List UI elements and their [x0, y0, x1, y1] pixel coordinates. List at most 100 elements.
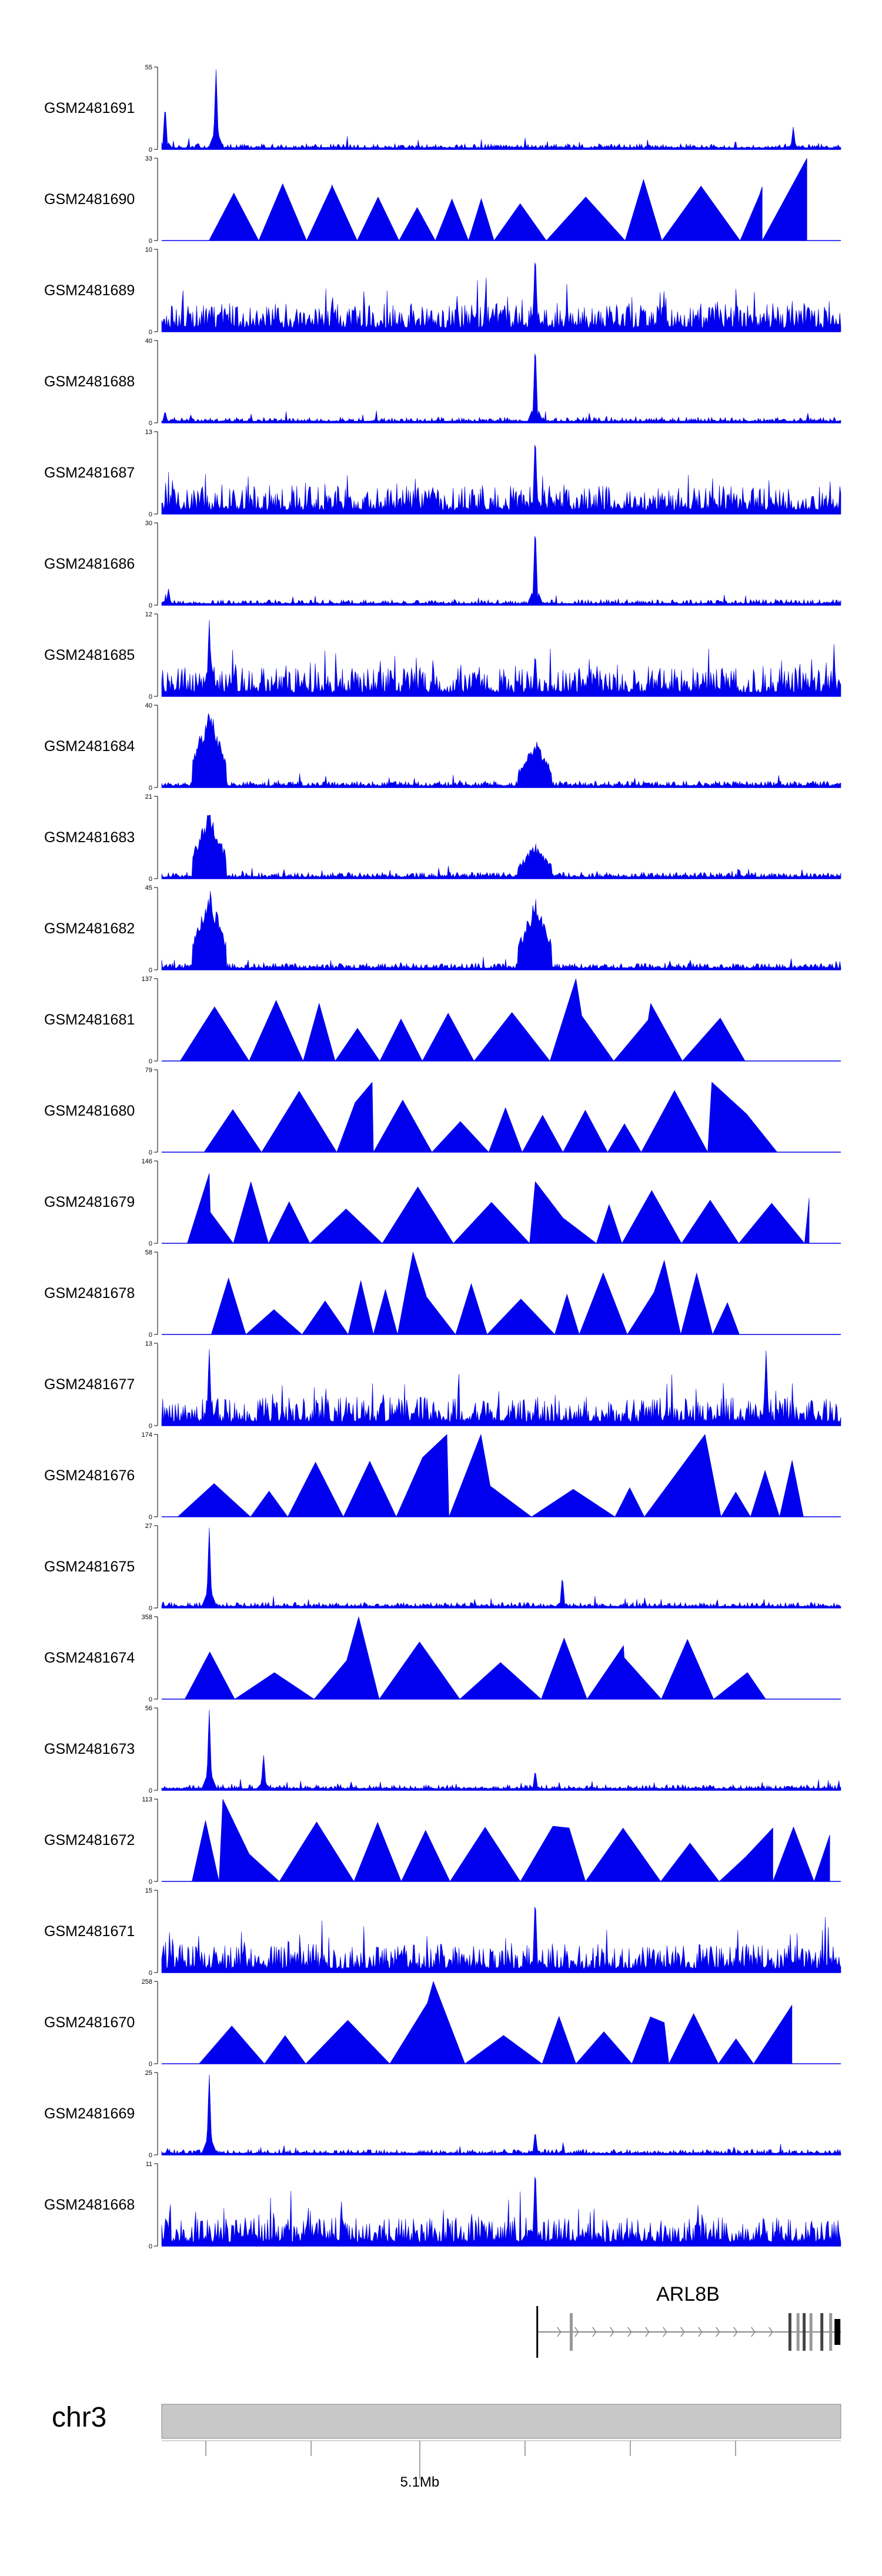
- track-GSM2481680: GSM2481680 79 0: [44, 1067, 841, 1156]
- track-label: GSM2481682: [44, 920, 135, 937]
- coverage-area: [161, 353, 841, 423]
- track-label: GSM2481674: [44, 1650, 135, 1666]
- track-label: GSM2481689: [44, 282, 135, 299]
- y-axis-zero-label: 0: [149, 693, 152, 700]
- y-axis-zero-label: 0: [149, 1970, 152, 1977]
- y-axis-max-label: 13: [145, 429, 152, 436]
- gene-exon: [820, 2313, 824, 2351]
- track-GSM2481679: GSM2481679 146 0: [44, 1158, 841, 1247]
- coverage-area: [161, 1527, 841, 1609]
- y-axis-zero-label: 0: [149, 2243, 152, 2250]
- strand-arrow-icon: [610, 2327, 614, 2337]
- gene-name-label: ARL8B: [656, 2283, 720, 2305]
- track-label: GSM2481680: [44, 1103, 135, 1119]
- coverage-area: [161, 69, 841, 150]
- y-axis-max-label: 45: [145, 885, 152, 892]
- track-label: GSM2481686: [44, 556, 135, 572]
- y-axis-max-label: 40: [145, 702, 152, 709]
- y-axis-zero-label: 0: [149, 238, 152, 245]
- track-GSM2481678: GSM2481678 58 0: [44, 1249, 841, 1339]
- track-GSM2481673: GSM2481673 56 0: [44, 1705, 841, 1794]
- y-axis-max-label: 79: [145, 1067, 152, 1074]
- gene-exon: [803, 2313, 806, 2351]
- coverage-area: [161, 262, 841, 332]
- track-label: GSM2481690: [44, 191, 135, 208]
- track-label: GSM2481684: [44, 738, 135, 755]
- y-axis-max-label: 58: [145, 1249, 152, 1256]
- track-GSM2481674: GSM2481674 358 0: [44, 1614, 841, 1703]
- gene-exon: [829, 2313, 833, 2351]
- chromosome-ideogram: chr3 5.1Mb: [52, 2402, 841, 2490]
- y-axis-zero-label: 0: [149, 1514, 152, 1521]
- track-GSM2481684: GSM2481684 40 0: [44, 702, 841, 792]
- track-GSM2481675: GSM2481675 27 0: [44, 1523, 841, 1612]
- coverage-area: [161, 815, 841, 879]
- y-axis-max-label: 27: [145, 1523, 152, 1530]
- strand-arrow-icon: [733, 2327, 738, 2337]
- track-label: GSM2481691: [44, 100, 135, 116]
- track-label: GSM2481675: [44, 1559, 135, 1575]
- y-axis-max-label: 258: [142, 1978, 152, 1986]
- y-axis-zero-label: 0: [149, 2061, 152, 2068]
- track-label: GSM2481676: [44, 1467, 135, 1484]
- y-axis-zero-label: 0: [149, 1058, 152, 1065]
- strand-arrow-icon: [645, 2327, 650, 2337]
- track-label: GSM2481672: [44, 1832, 135, 1848]
- y-axis-zero-label: 0: [149, 1878, 152, 1886]
- strand-arrow-icon: [698, 2327, 703, 2337]
- gene-exon: [570, 2313, 573, 2351]
- coverage-area: [161, 536, 841, 606]
- coverage-area: [161, 1710, 841, 1791]
- track-GSM2481672: GSM2481672 113 0: [44, 1796, 841, 1886]
- y-axis-max-label: 10: [145, 246, 152, 253]
- y-axis-max-label: 137: [142, 976, 152, 983]
- track-label: GSM2481671: [44, 1923, 135, 1940]
- y-axis-max-label: 146: [142, 1158, 152, 1165]
- strand-arrow-icon: [680, 2327, 685, 2337]
- coverage-area: [162, 1252, 740, 1335]
- y-axis-zero-label: 0: [149, 420, 152, 427]
- coverage-area: [161, 445, 841, 515]
- track-GSM2481683: GSM2481683 21 0: [44, 793, 841, 883]
- y-axis-max-label: 11: [146, 2161, 152, 2168]
- gene-exon: [536, 2306, 539, 2358]
- y-axis-max-label: 56: [145, 1705, 152, 1712]
- coverage-area: [162, 978, 746, 1062]
- gene-annotation-track: ARL8B: [536, 2283, 841, 2358]
- track-GSM2481689: GSM2481689 10 0: [44, 246, 841, 336]
- coverage-area: [161, 620, 841, 697]
- track-GSM2481682: GSM2481682 45 0: [44, 885, 841, 974]
- y-axis-zero-label: 0: [149, 1787, 152, 1794]
- track-label: GSM2481669: [44, 2105, 135, 2122]
- coverage-area: [162, 158, 807, 241]
- y-axis-zero-label: 0: [149, 1240, 152, 1247]
- y-axis-zero-label: 0: [149, 1605, 152, 1612]
- coverage-area: [162, 1981, 793, 2065]
- strand-arrow-icon: [716, 2327, 720, 2337]
- track-label: GSM2481679: [44, 1194, 135, 1210]
- track-GSM2481685: GSM2481685 12 0: [44, 611, 841, 700]
- track-label: GSM2481687: [44, 465, 135, 481]
- strand-arrow-icon: [751, 2327, 756, 2337]
- track-GSM2481681: GSM2481681 137 0: [44, 976, 841, 1065]
- track-GSM2481688: GSM2481688 40 0: [44, 338, 841, 427]
- track-label: GSM2481685: [44, 647, 135, 663]
- y-axis-max-label: 15: [145, 1887, 152, 1894]
- track-label: GSM2481677: [44, 1376, 135, 1393]
- coverage-area: [162, 1173, 810, 1244]
- y-axis-zero-label: 0: [149, 967, 152, 974]
- gene-exon: [796, 2313, 800, 2351]
- y-axis-max-label: 21: [145, 793, 152, 800]
- y-axis-max-label: 55: [145, 64, 152, 71]
- y-axis-zero-label: 0: [149, 1332, 152, 1339]
- track-label: GSM2481681: [44, 1012, 135, 1028]
- gene-exon: [834, 2319, 841, 2345]
- strand-arrow-icon: [769, 2327, 773, 2337]
- track-GSM2481690: GSM2481690 33 0: [44, 155, 841, 245]
- y-axis-zero-label: 0: [149, 876, 152, 883]
- track-GSM2481670: GSM2481670 258 0: [44, 1978, 841, 2068]
- coverage-area: [161, 713, 841, 788]
- y-axis-zero-label: 0: [149, 1696, 152, 1703]
- coverage-area: [161, 891, 841, 970]
- y-axis-max-label: 174: [142, 1432, 152, 1439]
